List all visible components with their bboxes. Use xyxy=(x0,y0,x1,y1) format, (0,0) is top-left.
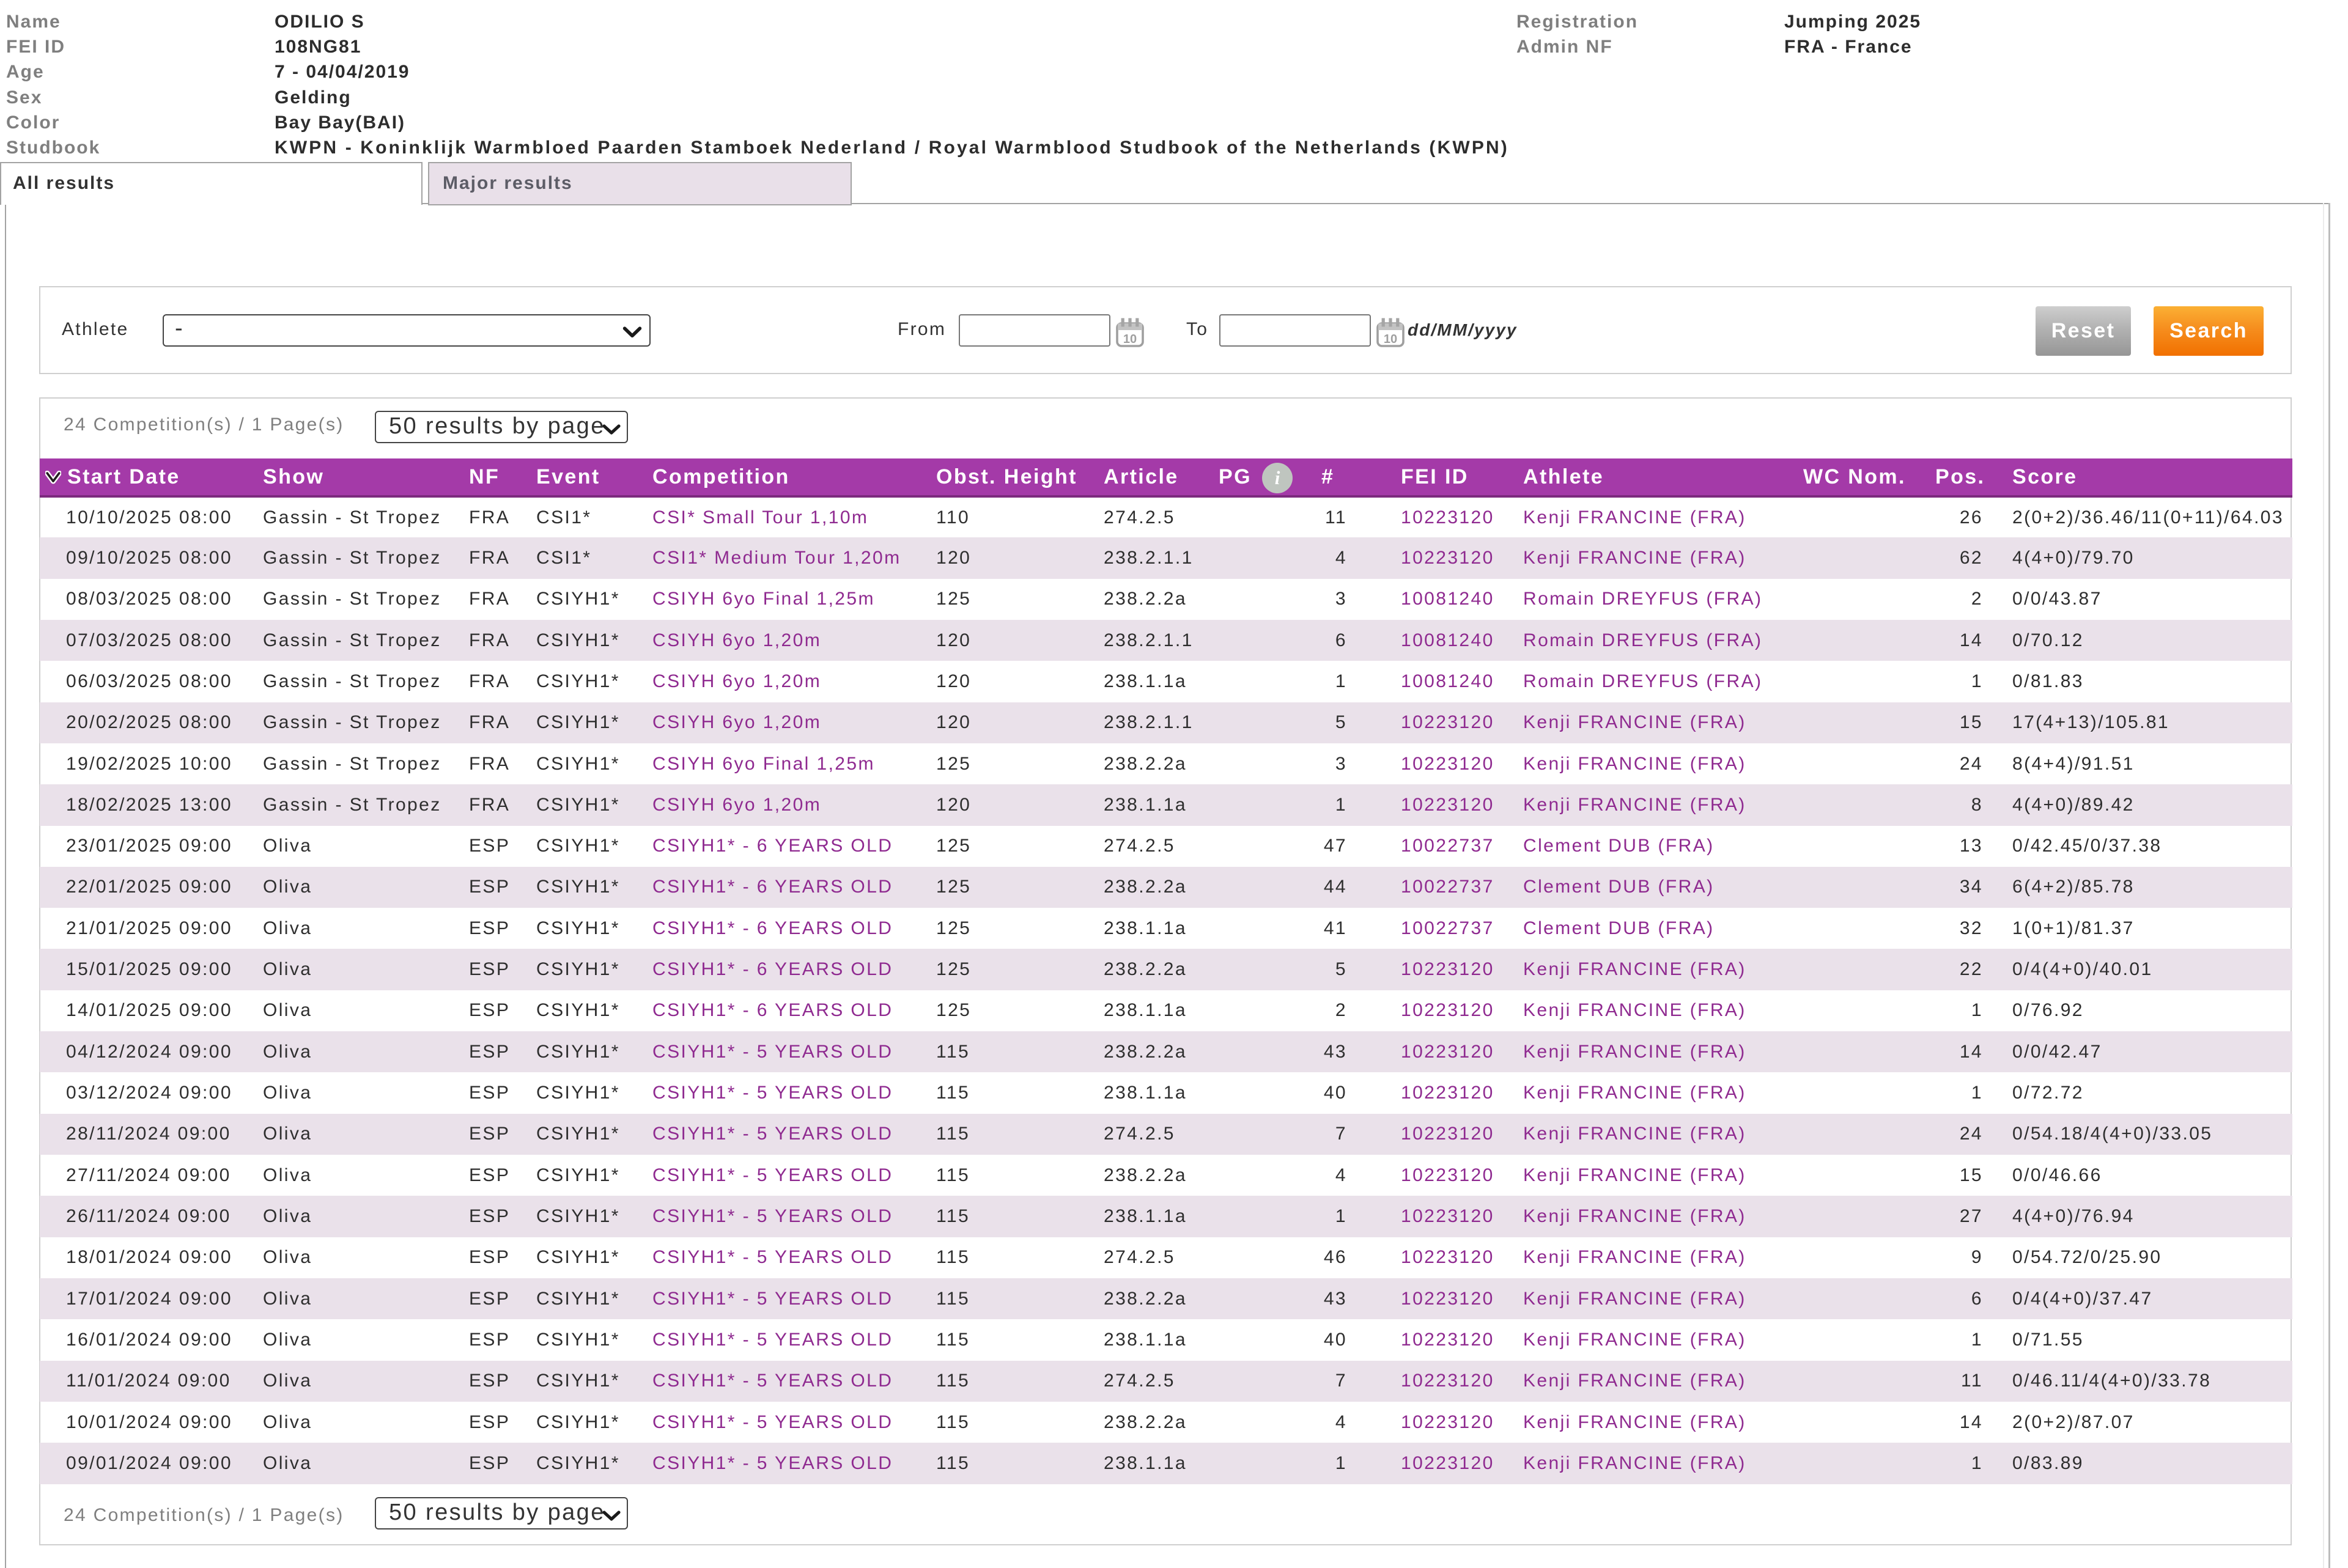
svg-text:10: 10 xyxy=(1384,333,1397,346)
svg-text:10: 10 xyxy=(1123,333,1137,346)
